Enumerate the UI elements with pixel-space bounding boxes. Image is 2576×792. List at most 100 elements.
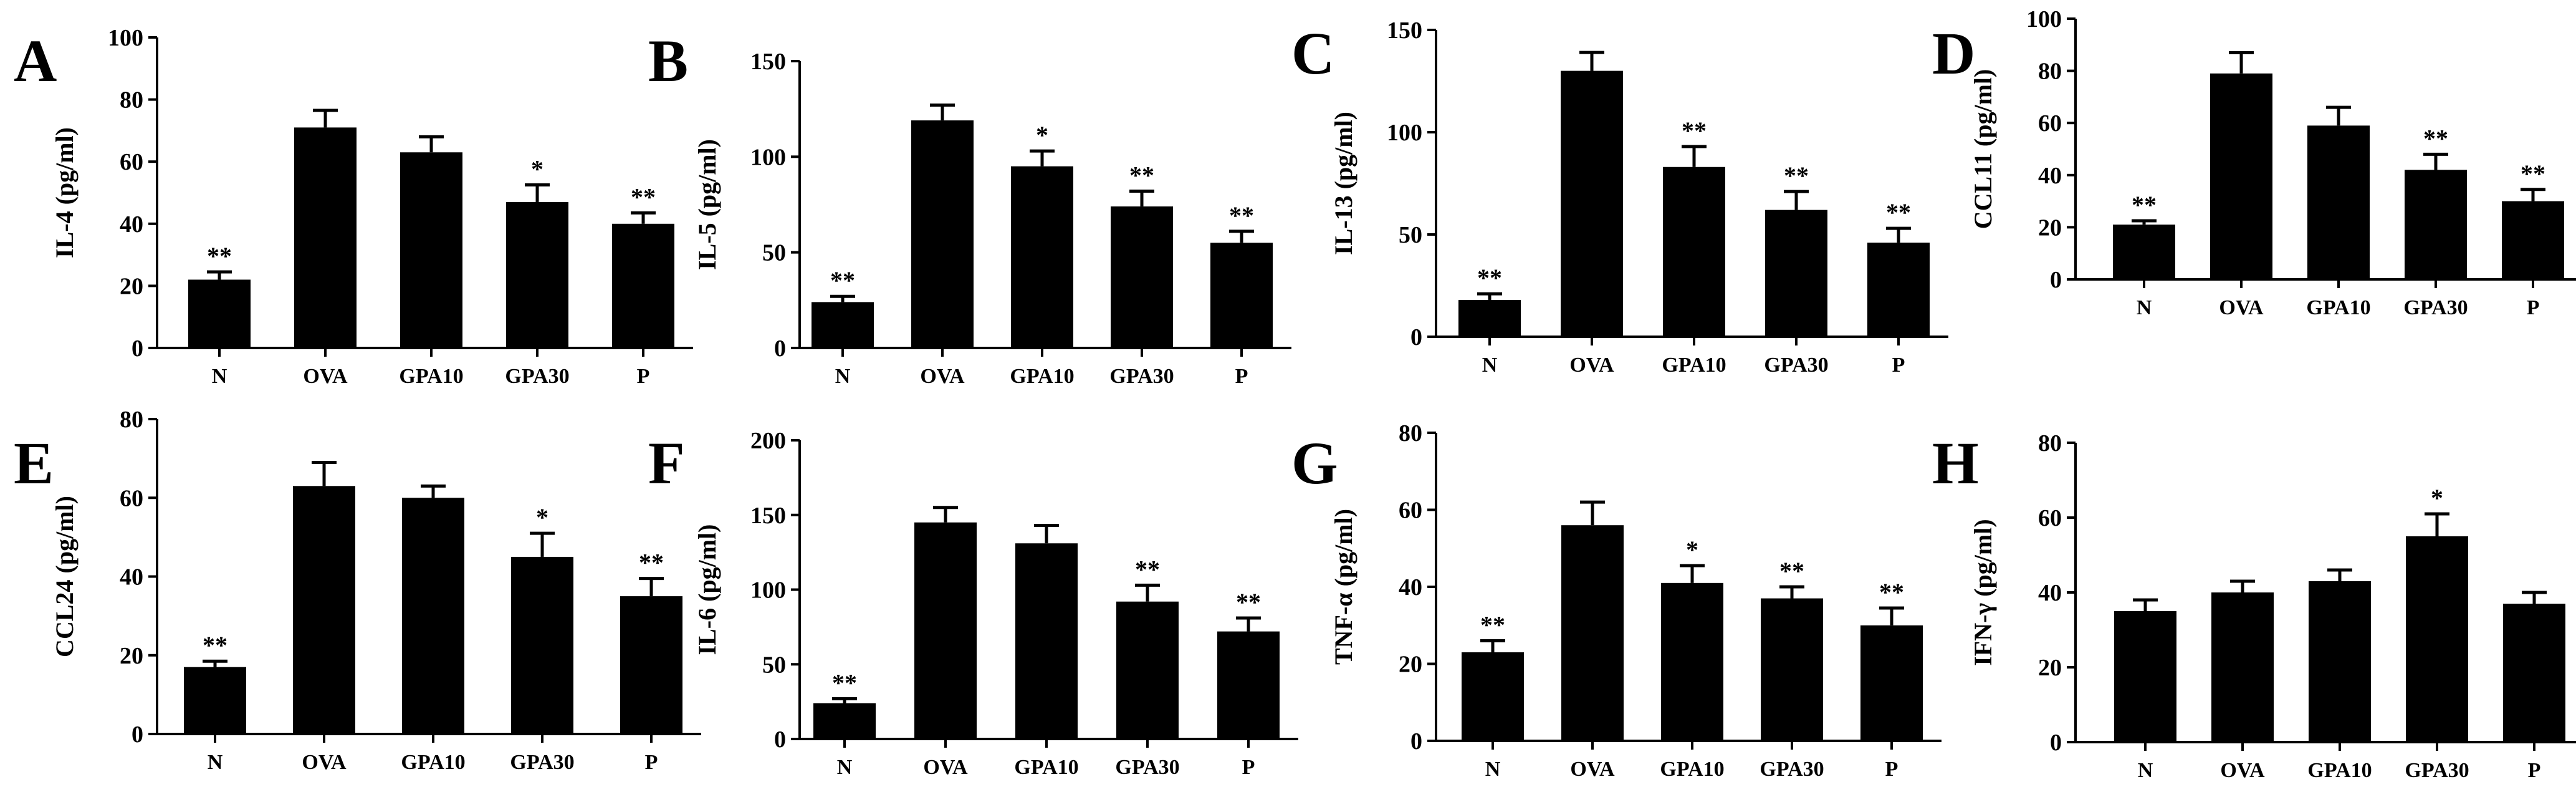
panel-h-y-tick-label: 80 <box>2038 430 2062 456</box>
panel-c-bar-n <box>1458 299 1521 337</box>
panel-a-y-tick-label: 20 <box>120 273 143 299</box>
panel-a-letter: A <box>14 27 57 94</box>
panel-d-bar-p <box>2502 201 2564 279</box>
panel-d-bar-gpa30 <box>2405 170 2467 279</box>
panel-b-y-tick-label: 100 <box>750 144 786 170</box>
panel-b-x-tick-label-n: N <box>835 365 851 388</box>
panel-g-y-tick-label: 20 <box>1399 652 1422 678</box>
panel-b-bar-gpa30 <box>1111 206 1173 348</box>
panel-h-x-tick-label-n: N <box>2138 759 2153 782</box>
panel-g-letter: G <box>1291 430 1338 496</box>
panel-d-y-tick-label: 100 <box>2026 6 2062 32</box>
panel-e-bar-ova <box>293 486 355 734</box>
panel-h-x-tick-label-gpa30: GPA30 <box>2405 759 2469 782</box>
panel-c-significance-gpa30: ** <box>1784 162 1809 190</box>
panel-e-significance-p: ** <box>639 549 664 577</box>
panel-d-significance-n: ** <box>2132 191 2157 219</box>
panel-b-bar-ova <box>911 120 974 349</box>
panel-g-y-tick-label: 60 <box>1399 498 1422 524</box>
panel-d-x-tick-label-gpa30: GPA30 <box>2403 296 2468 319</box>
panel-a-y-tick-label: 60 <box>120 149 143 175</box>
panel-c-y-tick-label: 0 <box>1410 324 1422 350</box>
panel-h-bar-ova <box>2211 592 2274 742</box>
panel-b-y-tick-label: 50 <box>762 240 786 266</box>
panel-d-significance-gpa30: ** <box>2423 124 2448 152</box>
panel-f-y-tick-label: 150 <box>750 503 786 529</box>
panel-d-y-tick-label: 0 <box>2050 267 2062 293</box>
panel-f-y-tick-label: 0 <box>774 727 786 753</box>
panel-f-x-tick-label-p: P <box>1242 756 1255 779</box>
panel-e-y-axis-label: CCL24 (pg/ml) <box>50 496 79 657</box>
panel-c-bar-p <box>1867 243 1930 337</box>
panel-f-y-axis-label: IL-6 (pg/ml) <box>693 524 721 655</box>
panel-e-significance-n: ** <box>203 631 227 659</box>
panel-c-bar-gpa30 <box>1765 210 1827 337</box>
panel-c-y-tick-label: 50 <box>1399 222 1422 248</box>
panel-f-y-tick-label: 50 <box>762 652 786 678</box>
panel-g-significance-p: ** <box>1879 578 1904 606</box>
panel-g-significance-n: ** <box>1480 611 1505 639</box>
panel-d-y-tick-label: 40 <box>2038 163 2062 189</box>
panel-a-x-tick-label-p: P <box>637 365 650 388</box>
panel-g-bar-n <box>1462 652 1524 741</box>
panel-g-x-tick-label-gpa10: GPA10 <box>1660 758 1724 781</box>
panel-e-bar-p <box>620 596 682 734</box>
panel-h-bar-n <box>2114 611 2176 742</box>
panel-b-x-tick-label-gpa10: GPA10 <box>1010 365 1074 388</box>
panel-c-letter: C <box>1291 20 1334 87</box>
panel-a-significance-p: ** <box>631 183 656 211</box>
panel-f-significance-p: ** <box>1236 588 1261 616</box>
panel-c-x-tick-label-n: N <box>1482 354 1498 377</box>
panel-c-significance-p: ** <box>1886 198 1911 226</box>
panel-h-y-tick-label: 40 <box>2038 580 2062 606</box>
panel-g-bar-gpa10 <box>1661 582 1723 741</box>
panel-h-x-tick-label-p: P <box>2528 759 2541 782</box>
panel-e-y-tick-label: 40 <box>120 564 143 591</box>
panel-d-bar-gpa10 <box>2307 125 2370 279</box>
panel-e-y-tick-label: 60 <box>120 485 143 511</box>
panel-d-y-axis-label: CCL11 (pg/ml) <box>1969 69 1997 229</box>
panel-b-y-axis-label: IL-5 (pg/ml) <box>693 139 721 270</box>
panel-b-x-tick-label-p: P <box>1235 365 1248 388</box>
panel-d-y-tick-label: 80 <box>2038 59 2062 85</box>
panel-e-bar-n <box>184 667 246 734</box>
panel-b-x-tick-label-gpa30: GPA30 <box>1109 365 1174 388</box>
panel-g-y-axis-label: TNF-α (pg/ml) <box>1329 509 1357 665</box>
panel-b-significance-p: ** <box>1229 201 1254 229</box>
panel-e-letter: E <box>14 430 54 496</box>
panel-g-y-tick-label: 0 <box>1410 728 1422 755</box>
panel-d-x-tick-label-n: N <box>2137 296 2152 319</box>
panel-h-bar-gpa10 <box>2309 581 2371 742</box>
panel-b-bar-gpa10 <box>1011 166 1073 348</box>
panel-e-bar-gpa10 <box>402 498 464 734</box>
panel-d-y-tick-label: 60 <box>2038 110 2062 137</box>
panel-b-bar-n <box>812 302 874 348</box>
panel-d-significance-p: ** <box>2521 160 2545 188</box>
panel-a-x-tick-label-n: N <box>212 365 227 388</box>
panel-c-x-tick-label-ova: OVA <box>1569 354 1614 377</box>
panel-e-x-tick-label-gpa10: GPA10 <box>401 751 465 774</box>
panel-e-x-tick-label-n: N <box>208 751 223 774</box>
panel-g-significance-gpa10: * <box>1686 536 1698 564</box>
panel-b-significance-gpa10: * <box>1036 121 1048 149</box>
panel-a-y-tick-label: 80 <box>120 87 143 113</box>
panel-g-x-tick-label-n: N <box>1485 758 1501 781</box>
panel-h-x-tick-label-ova: OVA <box>2220 759 2265 782</box>
panel-h-bar-p <box>2503 604 2565 742</box>
panel-g-significance-gpa30: ** <box>1779 557 1804 585</box>
panel-a-y-tick-label: 100 <box>108 25 143 51</box>
panel-h-y-axis-label: IFN-γ (pg/ml) <box>1969 519 1997 665</box>
panel-c-x-tick-label-p: P <box>1892 354 1905 377</box>
panel-e-bar-gpa30 <box>511 556 573 734</box>
panel-h-bar-gpa30 <box>2406 536 2468 742</box>
panel-g-x-tick-label-ova: OVA <box>1570 758 1615 781</box>
panel-f-x-tick-label-gpa30: GPA30 <box>1115 756 1179 779</box>
panel-f-x-tick-label-gpa10: GPA10 <box>1014 756 1078 779</box>
panel-e-y-tick-label: 80 <box>120 407 143 433</box>
panel-f-bar-p <box>1217 631 1280 739</box>
panel-e-y-tick-label: 20 <box>120 643 143 669</box>
panel-a-bar-n <box>188 279 251 348</box>
panel-d-bar-n <box>2113 225 2175 279</box>
panel-b-significance-n: ** <box>830 266 855 294</box>
